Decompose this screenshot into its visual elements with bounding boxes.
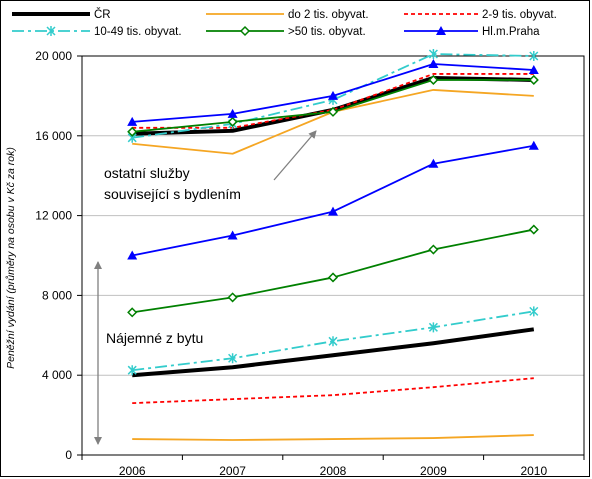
data-point <box>127 307 138 318</box>
y-tick-label: 0 <box>65 448 72 462</box>
x-tick-label: 2009 <box>420 464 447 478</box>
series-upper-2 <box>132 73 534 129</box>
series-lower-9 <box>127 306 539 376</box>
legend-item: Hl.m.Praha <box>404 26 540 38</box>
annotation-services-line2: související s bydlením <box>104 186 241 202</box>
data-point <box>428 158 439 168</box>
series-line <box>132 434 534 441</box>
data-point <box>327 106 339 117</box>
series-line <box>132 377 534 405</box>
data-point <box>428 322 438 333</box>
legend-marker <box>239 25 251 37</box>
y-tick-label: 8 000 <box>42 288 72 302</box>
data-point <box>428 58 439 68</box>
data-point <box>328 206 338 216</box>
series-line <box>132 327 535 378</box>
series-upper-4 <box>127 74 539 137</box>
data-point <box>528 74 539 86</box>
legend-label: 2-9 tis. obyvat. <box>482 9 557 21</box>
x-tick-label: 2010 <box>520 464 547 478</box>
data-point <box>529 51 539 61</box>
series-line <box>132 73 534 129</box>
legend-item: 2-9 tis. obyvat. <box>404 9 557 21</box>
y-tick-label: 12 000 <box>35 209 72 223</box>
data-point <box>127 116 138 126</box>
data-point <box>328 336 338 347</box>
data-point <box>328 90 338 100</box>
legend-label: >50 tis. obyvat. <box>288 26 366 38</box>
x-tick-label: 2006 <box>119 464 146 478</box>
annotation-services-line1: ostatní služby <box>104 165 190 181</box>
legend-label: 10-49 tis. obyvat. <box>94 26 182 38</box>
series-line <box>132 53 534 139</box>
legend-label: ČR <box>94 8 111 21</box>
series-line <box>132 228 534 314</box>
legend-item: >50 tis. obyvat. <box>206 25 366 38</box>
data-point <box>327 272 339 283</box>
data-point <box>428 74 439 86</box>
data-point <box>227 230 238 240</box>
annotations: ostatní služby související s bydlením Ná… <box>94 130 317 445</box>
data-point <box>127 250 138 260</box>
x-tick-labels: 2006 2007 2008 2009 2010 <box>119 464 548 478</box>
data-point <box>528 64 539 74</box>
axes <box>77 55 585 460</box>
legend: ČR do 2 tis. obyvat. 2-9 tis. obyvat. 10-49… <box>12 8 557 38</box>
legend-item: ČR <box>12 8 111 21</box>
data-point <box>227 116 238 127</box>
data-point <box>528 224 539 235</box>
legend-marker <box>46 26 56 36</box>
data-point <box>428 244 439 255</box>
legend-item: 10-49 tis. obyvat. <box>12 26 182 38</box>
legend-label: do 2 tis. obyvat. <box>288 9 369 21</box>
series-line <box>132 79 534 133</box>
legend-item: do 2 tis. obyvat. <box>206 9 369 21</box>
series-lower-11 <box>127 140 539 260</box>
data-point <box>428 49 438 60</box>
series-upper-5 <box>127 58 539 126</box>
plot-area-border <box>81 55 585 456</box>
y-tick-label: 16 000 <box>35 129 72 143</box>
annotation-services-arrow <box>273 130 317 181</box>
series-lower-6 <box>132 327 535 378</box>
data-point <box>227 292 238 303</box>
y-axis-label: Peněžní vydání (průměry na osobu v Kč za… <box>5 147 17 369</box>
legend-label: Hl.m.Praha <box>482 26 540 38</box>
series-lower-10 <box>127 224 539 318</box>
data-point <box>127 365 137 376</box>
y-tick-labels: 0 4 000 8 000 12 000 16 000 20 000 <box>35 49 72 462</box>
data-point <box>528 140 539 150</box>
legend-marker <box>436 26 446 35</box>
data-point <box>127 126 138 137</box>
series-group <box>127 49 539 441</box>
series-lower-8 <box>132 377 534 405</box>
x-tick-label: 2007 <box>219 464 246 478</box>
data-point <box>228 353 238 364</box>
y-tick-label: 20 000 <box>35 49 72 63</box>
series-lower-7 <box>132 434 534 441</box>
data-point <box>529 306 539 317</box>
data-point <box>227 108 238 118</box>
annotation-rent: Nájemné z bytu <box>106 330 203 346</box>
x-tick-label: 2008 <box>320 464 347 478</box>
y-tick-label: 4 000 <box>42 368 72 382</box>
